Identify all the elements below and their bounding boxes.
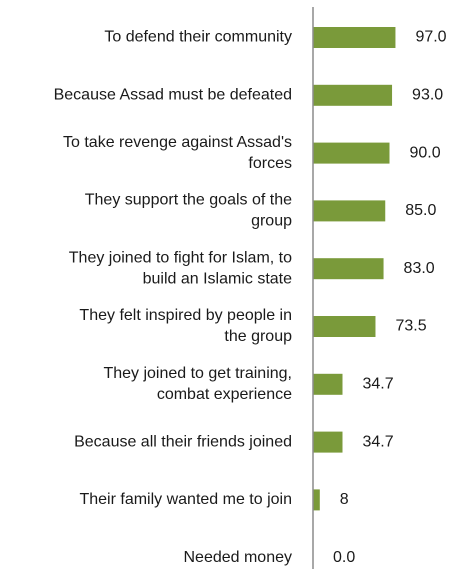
category-label-line: They felt inspired by people in bbox=[79, 307, 292, 324]
value-label: 34.7 bbox=[362, 376, 393, 393]
category-label-line: Because all their friends joined bbox=[74, 433, 292, 450]
category-label: They joined to fight for Islam, to build … bbox=[69, 249, 292, 287]
category-label: Because Assad must be defeated bbox=[54, 87, 292, 104]
category-label: To take revenge against Assad's forces bbox=[63, 134, 292, 172]
bar bbox=[313, 27, 396, 48]
category-label: Because all their friends joined bbox=[74, 433, 292, 450]
bar bbox=[313, 258, 384, 280]
bar bbox=[313, 316, 376, 337]
category-label-line: They joined to fight for Islam, to bbox=[69, 249, 292, 266]
category-label-line: the group bbox=[224, 328, 292, 345]
category-label: Their family wanted me to join bbox=[79, 491, 292, 508]
bar bbox=[313, 431, 343, 453]
category-label-line: Needed money bbox=[183, 549, 292, 566]
category-label: They felt inspired by people in the group bbox=[79, 307, 292, 345]
category-label-line: group bbox=[251, 213, 292, 230]
category-label: They support the goals of the group bbox=[85, 192, 292, 230]
value-label: 34.7 bbox=[362, 433, 393, 450]
bar bbox=[313, 489, 320, 511]
value-label: 85.0 bbox=[405, 202, 436, 219]
category-label: To defend their community bbox=[104, 29, 292, 46]
value-label: 73.5 bbox=[395, 318, 426, 335]
value-label: 0.0 bbox=[333, 549, 355, 566]
category-labels-layer: To defend their community Because Assad m… bbox=[54, 29, 292, 566]
category-label-line: They joined to get training, bbox=[103, 365, 292, 382]
bar bbox=[313, 84, 393, 106]
category-label-line: forces bbox=[248, 155, 292, 172]
category-label-line: Because Assad must be defeated bbox=[54, 87, 292, 104]
category-label-line: They support the goals of the bbox=[85, 192, 292, 209]
category-label-line: To take revenge against Assad's bbox=[63, 134, 292, 151]
value-label: 90.0 bbox=[410, 144, 441, 161]
bars-layer bbox=[313, 27, 396, 511]
bar bbox=[313, 373, 343, 395]
bar bbox=[313, 200, 386, 222]
category-label-line: build an Islamic state bbox=[143, 270, 293, 287]
value-labels-layer: 97.0 93.0 90.0 85.0 83.0 73.5 34.7 34.7 8 0.0 bbox=[333, 29, 447, 566]
category-label-line: Their family wanted me to join bbox=[79, 491, 292, 508]
value-label: 83.0 bbox=[404, 260, 435, 277]
value-label: 8 bbox=[340, 491, 349, 508]
value-label: 97.0 bbox=[415, 29, 446, 46]
category-label-line: combat experience bbox=[157, 386, 292, 403]
category-label-line: To defend their community bbox=[104, 29, 292, 46]
bar bbox=[313, 142, 390, 164]
category-label: They joined to get training, combat exper… bbox=[103, 365, 292, 403]
value-label: 93.0 bbox=[412, 87, 443, 104]
category-label: Needed money bbox=[183, 549, 292, 566]
